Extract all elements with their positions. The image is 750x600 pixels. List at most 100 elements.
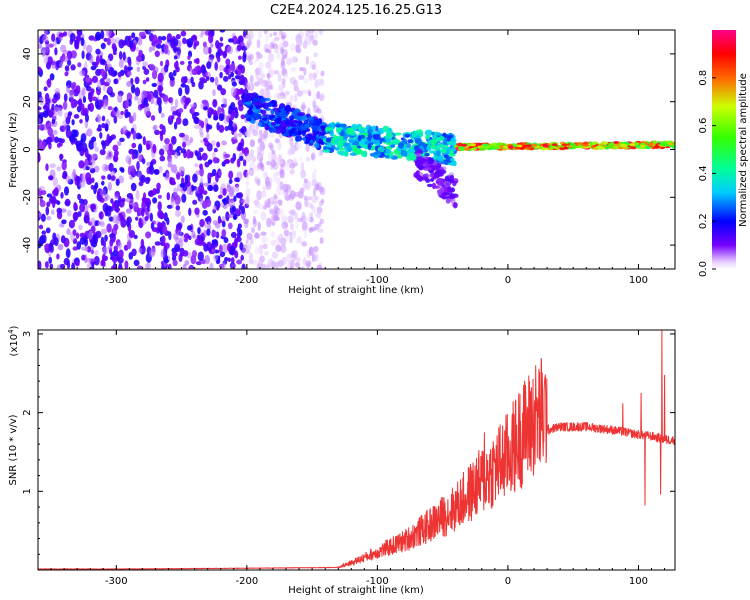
spectrogram-cell: [303, 178, 308, 184]
spectrogram-cell: [157, 72, 164, 83]
spectrogram-cell: [158, 104, 162, 114]
spectrogram-cell: [135, 55, 143, 62]
spectrogram-cell: [245, 239, 249, 245]
spectrogram-marks: [38, 30, 675, 269]
spectrogram-cell: [277, 199, 283, 206]
spectrogram-cell: [101, 122, 106, 129]
spectrogram-cell: [507, 145, 514, 149]
spectrogram-cell: [227, 213, 234, 219]
spectrogram-cell: [251, 119, 256, 124]
spectrogram-cell: [170, 105, 177, 112]
spectrogram-cell: [274, 45, 279, 54]
spectrogram-cell: [264, 251, 269, 256]
spectrogram-cell: [252, 129, 258, 137]
spectrogram-cell: [313, 105, 320, 113]
spectrogram-cell: [117, 113, 124, 120]
spectrogram-cell: [81, 87, 86, 97]
spectrogram-cell: [300, 169, 306, 179]
spectrogram-cell: [128, 148, 135, 155]
spectrogram-cell: [218, 170, 222, 177]
spectrogram-cell: [403, 138, 408, 145]
spectrogram-cell: [65, 175, 71, 184]
spectrogram-cell: [105, 30, 112, 38]
spectrogram-cell: [67, 111, 73, 117]
spectrogram-cell: [259, 96, 266, 104]
spectrogram-cell: [95, 230, 102, 239]
spectrogram-cell: [99, 149, 106, 156]
spectrogram-cell: [230, 86, 237, 97]
spectrogram-cell: [311, 206, 316, 214]
spectrogram-cell: [325, 137, 332, 143]
spectrogram-x-tick-label: -200: [236, 275, 259, 286]
spectrogram-cell: [326, 142, 332, 149]
spectrogram-cell: [261, 133, 266, 140]
spectrogram-cell: [206, 142, 213, 152]
colorbar-gradient: [712, 30, 736, 269]
spectrogram-cell: [213, 147, 218, 153]
spectrogram-cell: [174, 243, 181, 252]
spectrogram-cell: [113, 245, 118, 252]
spectrogram-cell: [107, 106, 113, 111]
spectrogram-cell: [299, 67, 305, 72]
spectrogram-cell: [550, 145, 557, 149]
spectrogram-cell: [436, 149, 441, 157]
spectrogram-cell: [254, 246, 259, 255]
spectrogram-cell: [173, 232, 179, 240]
spectrogram-cell: [184, 260, 190, 266]
spectrogram-cell: [153, 89, 159, 99]
spectrogram-cell: [299, 266, 305, 269]
spectrogram-cell: [276, 155, 283, 166]
spectrogram-cell: [197, 251, 204, 262]
spectrogram-cell: [178, 253, 183, 262]
spectrogram-cell: [180, 76, 187, 84]
spectrogram-cell: [170, 135, 177, 145]
spectrogram-cell: [130, 165, 135, 172]
colorbar-ticks: 0.0 0.2 0.4 0.6 0.8: [698, 70, 716, 277]
spectrogram-cell: [40, 213, 46, 222]
spectrogram-cell: [237, 99, 244, 107]
spectrogram-cell: [73, 137, 78, 145]
spectrogram-cell: [446, 140, 453, 145]
figure-title: C2E4.2024.125.16.25.G13: [270, 3, 442, 18]
spectrogram-cell: [135, 189, 140, 200]
spectrogram-cell: [411, 130, 419, 137]
snr-x-ticks: -300 -200 -100 0 100: [50, 330, 666, 587]
spectrogram-cell: [133, 259, 140, 267]
spectrogram-cell: [612, 145, 619, 149]
spectrogram-x-ticks: -300 -200 -100 0 100: [50, 30, 666, 286]
spectrogram-cell: [154, 241, 161, 246]
spectrogram-cell: [86, 128, 93, 137]
spectrogram-cell: [227, 109, 233, 115]
spectrogram-cell: [53, 136, 60, 144]
spectrogram-cell: [59, 61, 64, 69]
spectrogram-cell: [111, 255, 118, 264]
spectrogram-cell: [88, 140, 95, 150]
spectrogram-cell: [239, 242, 244, 251]
spectrogram-cell: [227, 38, 234, 43]
spectrogram-cell: [271, 200, 278, 206]
spectrogram-cell: [267, 73, 271, 81]
spectrogram-cell: [88, 257, 96, 263]
spectrogram-cell: [224, 256, 229, 262]
spectrogram-cell: [145, 231, 152, 239]
spectrogram-cell: [38, 185, 45, 191]
spectrogram-cell: [167, 157, 173, 167]
spectrogram-cell: [184, 98, 190, 107]
spectrogram-cell: [598, 143, 605, 147]
spectrogram-cell: [595, 145, 602, 149]
spectrogram-cell: [90, 184, 95, 190]
spectrogram-cell: [286, 185, 292, 192]
spectrogram-cell: [209, 185, 213, 192]
spectrogram-cell: [231, 263, 237, 269]
spectrogram-cell: [43, 86, 48, 92]
spectrogram-cell: [261, 123, 267, 128]
spectrogram-cell: [249, 139, 255, 147]
spectrogram-cell: [502, 145, 509, 149]
spectrogram-cell: [252, 215, 257, 225]
spectrogram-cell: [101, 253, 106, 263]
spectrogram-cell: [221, 97, 226, 104]
spectrogram-cell: [86, 262, 92, 269]
spectrogram-cell: [60, 208, 67, 213]
spectrogram-cell: [195, 261, 202, 266]
spectrogram-cell: [292, 157, 298, 165]
